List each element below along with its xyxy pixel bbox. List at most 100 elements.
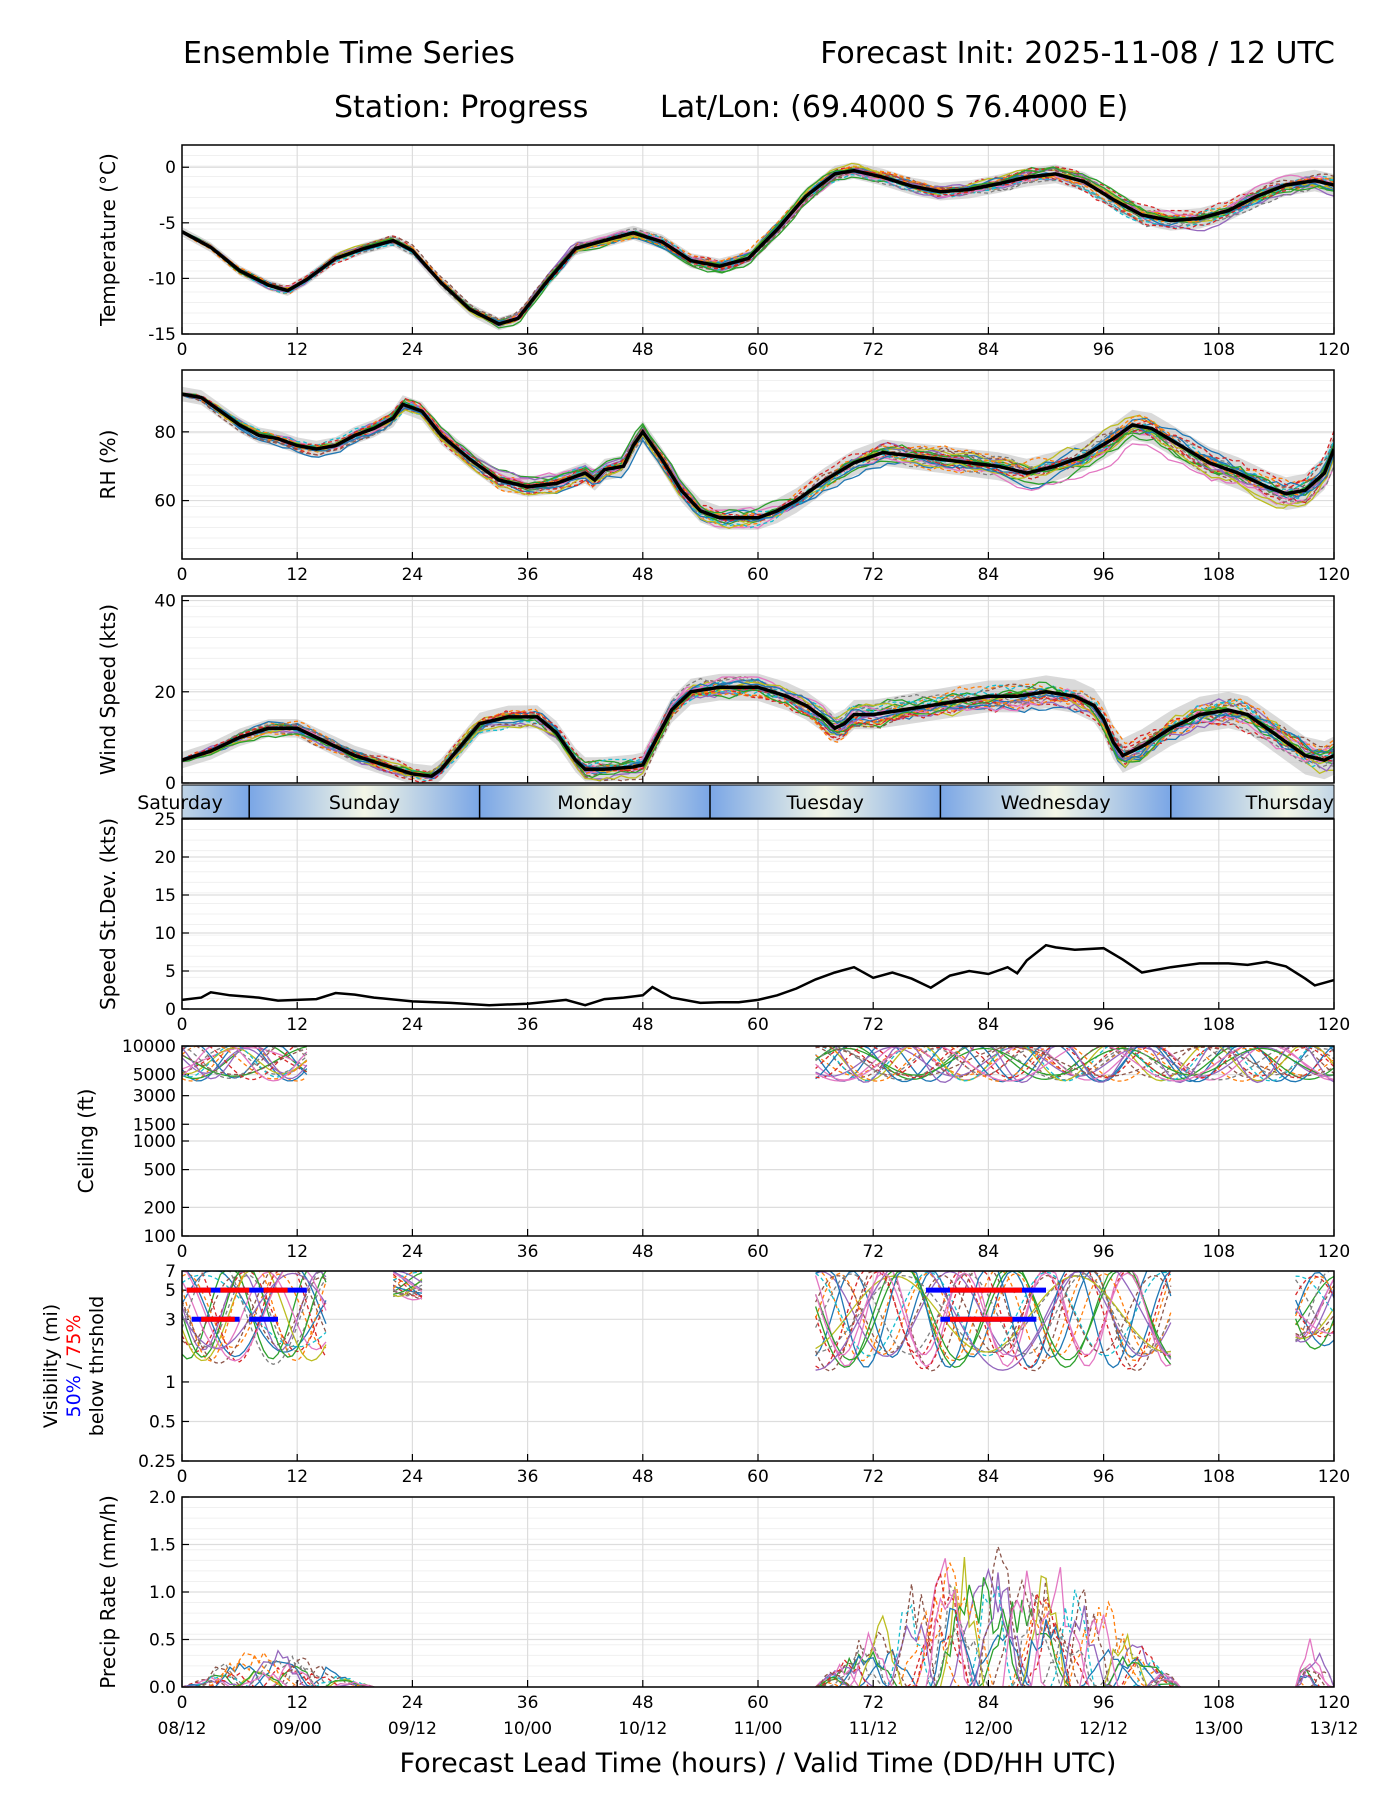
ensemble-member-line [1295, 1289, 1334, 1343]
ensemble-member-line [1295, 1278, 1334, 1339]
x-tick-label: 120 [1318, 1467, 1350, 1487]
ensemble-member-line [182, 689, 1334, 777]
day-band [182, 785, 250, 818]
y-tick-label: 15 [154, 886, 176, 906]
ensemble-member-line [182, 1271, 327, 1362]
ensemble-member-line [815, 1561, 1181, 1687]
y-tick-label: 20 [154, 848, 176, 868]
ensemble-member-line [182, 1046, 308, 1079]
x-tick-label: 60 [747, 1693, 769, 1713]
ensemble-member-line [815, 1572, 1181, 1687]
ensemble-member-line [815, 1271, 1172, 1362]
y-tick-label: 1500 [133, 1115, 176, 1135]
y-tick-label: 0 [165, 774, 176, 794]
ensemble-member-line [815, 1599, 1181, 1687]
ensemble-member-line [182, 1046, 308, 1080]
ensemble-member-line [1295, 1275, 1334, 1298]
x-tick-label: 0 [177, 1015, 188, 1035]
ensemble-member-line [392, 1279, 423, 1300]
ensemble-member-line [815, 1556, 1181, 1687]
day-label: Monday [557, 792, 632, 814]
x-tick-label: 48 [632, 1242, 654, 1262]
y-tick-label: 1000 [133, 1132, 176, 1152]
x-tick-label: 84 [978, 340, 1000, 360]
day-label: Tuesday [786, 792, 864, 814]
spread-band [182, 386, 1334, 530]
x-tick-label: 108 [1203, 1015, 1235, 1035]
ensemble-member-line [815, 1271, 1172, 1358]
ensemble-mean-line [182, 685, 1334, 779]
ensemble-member-line [393, 1285, 423, 1294]
ensemble-member-line [815, 1046, 1334, 1084]
ensemble-member-line [815, 1577, 1181, 1687]
ensemble-member-line [1295, 1652, 1334, 1687]
x-tick-label: 48 [632, 1693, 654, 1713]
day-label: Thursday [1245, 792, 1334, 814]
x-tick-label: 36 [517, 565, 539, 585]
y-tick-label: 0 [165, 158, 176, 178]
y-axis-label: Ceiling (ft) [74, 1089, 98, 1194]
x-tick-label: 60 [747, 1242, 769, 1262]
ensemble-member-line [182, 1660, 375, 1687]
label-50-percent: 50% [63, 1375, 85, 1417]
day-label: Saturday [137, 792, 223, 814]
ensemble-member-line [815, 1570, 1181, 1687]
x-tick-label: 24 [402, 565, 424, 585]
ensemble-member-line [182, 1664, 375, 1687]
ensemble-member-line [1295, 1275, 1334, 1314]
y-axis-label: Precip Rate (mm/h) [96, 1495, 120, 1689]
ensemble-member-line [1295, 1299, 1334, 1347]
ensemble-member-line [392, 1288, 423, 1295]
x-tick-label: 72 [862, 1015, 884, 1035]
ensemble-member-line [182, 1046, 307, 1077]
ensemble-member-line [182, 1046, 307, 1081]
x-tick-label: 0 [177, 565, 188, 585]
label-separator: / [63, 1357, 85, 1375]
y-tick-label: 0.5 [149, 1412, 176, 1432]
valid-time-label: 10/12 [618, 1719, 667, 1739]
x-tick-label: 24 [402, 1693, 424, 1713]
y-axis-label: Wind Speed (kts) [96, 604, 120, 775]
ensemble-member-line [182, 1274, 327, 1348]
x-tick-label: 36 [517, 1015, 539, 1035]
ensemble-member-line [815, 1046, 1334, 1082]
x-tick-label: 48 [632, 1015, 654, 1035]
ensemble-member-line [815, 1046, 1334, 1080]
y-tick-label: 100 [144, 1227, 176, 1247]
y-tick-label: -5 [159, 214, 176, 234]
valid-time-label: 11/00 [734, 1719, 783, 1739]
ensemble-member-line [392, 1276, 423, 1292]
ensemble-member-line [815, 1046, 1334, 1081]
x-tick-label: 36 [517, 1693, 539, 1713]
ensemble-member-line [182, 172, 1334, 321]
y-tick-label: 0.5 [149, 1631, 176, 1651]
ensemble-member-line [182, 1046, 308, 1075]
x-tick-label: 72 [862, 565, 884, 585]
x-tick-label: 0 [177, 1467, 188, 1487]
x-tick-label: 84 [978, 1467, 1000, 1487]
stdev-line [182, 943, 1334, 1007]
ensemble-member-line [1294, 1667, 1334, 1687]
ensemble-member-line [182, 1046, 308, 1082]
y-tick-label: 0 [165, 1000, 176, 1020]
y-axis-label: Temperature (°C) [96, 153, 120, 327]
ensemble-member-line [815, 1046, 1334, 1077]
ensemble-member-line [182, 1271, 327, 1353]
ensemble-member-line [182, 1276, 327, 1346]
y-tick-label: 5 [165, 962, 176, 982]
ensemble-member-line [182, 166, 1334, 326]
ensemble-member-line [392, 1273, 423, 1298]
x-tick-label: 84 [978, 1015, 1000, 1035]
ensemble-member-line [815, 1274, 1172, 1354]
valid-time-label: 09/12 [388, 1719, 437, 1739]
title-right: Forecast Init: 2025-11-08 / 12 UTC [820, 36, 1335, 71]
panel-visibility: 0.25 0.5 1 3 57 0 12 24 36 48 60 72 84 96 108 120 Visibi… [40, 1262, 1350, 1487]
y-tick-label: -10 [148, 269, 176, 289]
panel-speed_stdev: 0 5 10 15 20 25 0 12 24 36 48 60 72 84 96 108 120 Speed S… [96, 810, 1350, 1035]
y-tick-label: 2.0 [149, 1488, 176, 1508]
ensemble-member-line [182, 1046, 308, 1080]
x-tick-label: 48 [632, 565, 654, 585]
ensemble-member-line [182, 1670, 375, 1687]
